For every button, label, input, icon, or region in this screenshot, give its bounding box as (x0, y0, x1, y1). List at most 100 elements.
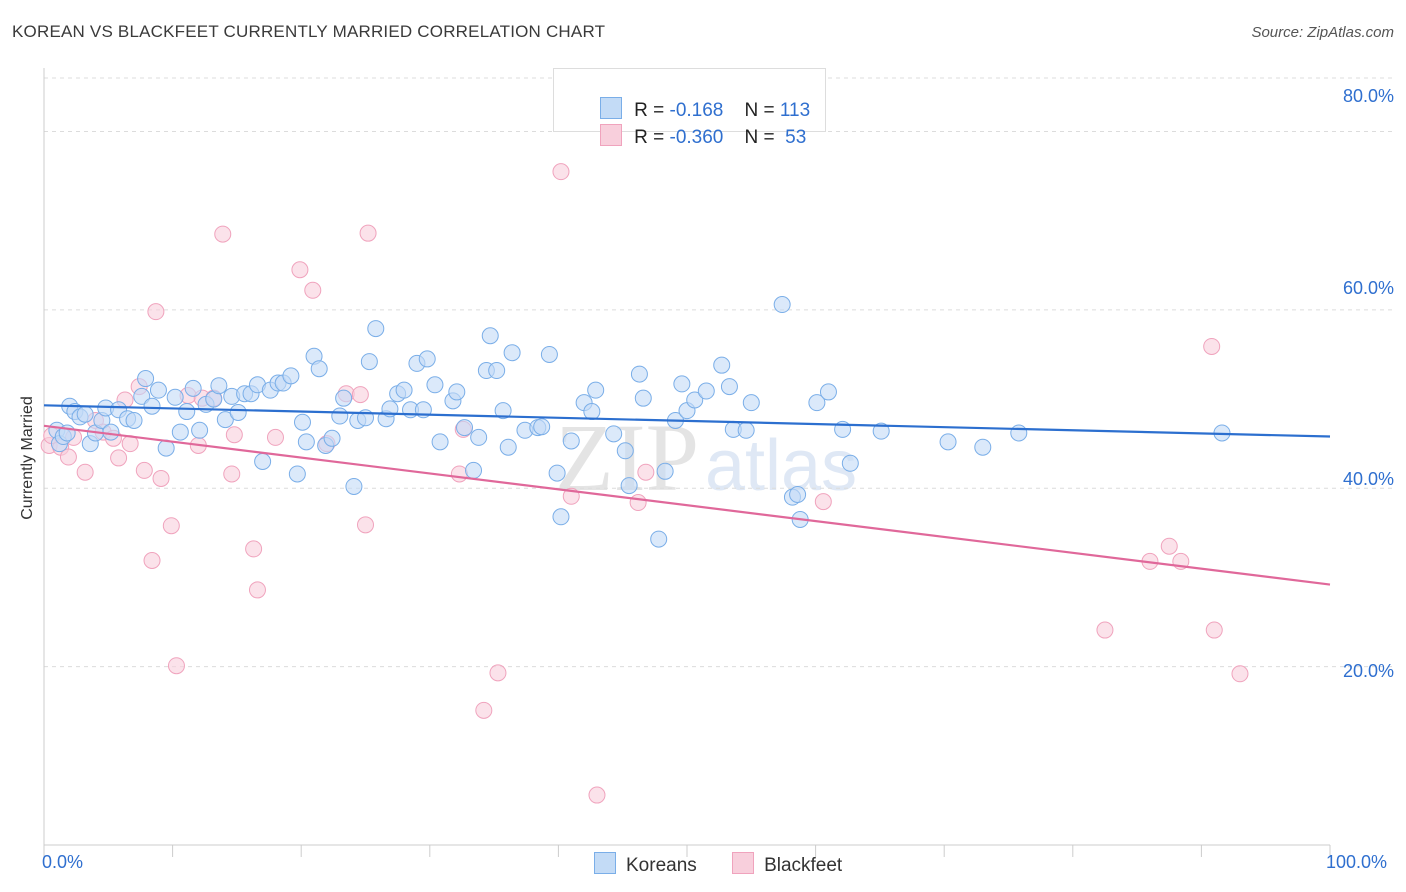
korean-point[interactable] (503, 344, 521, 362)
korean-point[interactable] (184, 379, 202, 397)
korean-point[interactable] (76, 405, 94, 423)
korean-point[interactable] (673, 375, 691, 393)
korean-point[interactable] (133, 387, 151, 405)
korean-point[interactable] (488, 362, 506, 380)
korean-point[interactable] (540, 345, 558, 363)
korean-point[interactable] (360, 353, 378, 371)
korean-point[interactable] (216, 411, 234, 429)
korean-point[interactable] (149, 381, 167, 399)
blackfeet-point[interactable] (225, 426, 243, 444)
korean-point[interactable] (686, 391, 704, 409)
korean-point[interactable] (808, 394, 826, 412)
korean-point[interactable] (630, 365, 648, 383)
korean-point[interactable] (331, 407, 349, 425)
blackfeet-point[interactable] (1096, 621, 1114, 639)
korean-point[interactable] (939, 433, 957, 451)
korean-point[interactable] (819, 383, 837, 401)
blackfeet-point[interactable] (110, 449, 128, 467)
korean-point[interactable] (789, 485, 807, 503)
blackfeet-point[interactable] (152, 469, 170, 487)
korean-point[interactable] (125, 411, 143, 429)
blackfeet-point[interactable] (76, 463, 94, 481)
blackfeet-point[interactable] (450, 465, 468, 483)
korean-point[interactable] (282, 367, 300, 385)
blackfeet-point[interactable] (162, 517, 180, 535)
blackfeet-point[interactable] (637, 463, 655, 481)
blackfeet-point[interactable] (814, 493, 832, 511)
korean-point[interactable] (841, 454, 859, 472)
korean-point[interactable] (1010, 424, 1028, 442)
korean-point[interactable] (562, 432, 580, 450)
korean-point[interactable] (323, 429, 341, 447)
blackfeet-point[interactable] (143, 551, 161, 569)
korean-point[interactable] (552, 508, 570, 526)
korean-point[interactable] (288, 465, 306, 483)
blackfeet-point[interactable] (1203, 337, 1221, 355)
blackfeet-point[interactable] (167, 657, 185, 675)
korean-point[interactable] (210, 377, 228, 395)
korean-point[interactable] (713, 356, 731, 374)
korean-point[interactable] (465, 461, 483, 479)
blackfeet-point[interactable] (135, 461, 153, 479)
korean-point[interactable] (605, 425, 623, 443)
blackfeet-point[interactable] (357, 516, 374, 534)
blackfeet-point[interactable] (248, 581, 266, 599)
korean-point[interactable] (254, 453, 272, 470)
blackfeet-point[interactable] (552, 163, 570, 181)
korean-point[interactable] (426, 376, 444, 394)
korean-point[interactable] (345, 477, 363, 495)
korean-point[interactable] (137, 370, 155, 388)
blackfeet-point[interactable] (1205, 621, 1223, 639)
korean-point[interactable] (395, 381, 413, 399)
korean-point[interactable] (656, 462, 674, 480)
korean-point[interactable] (494, 402, 512, 420)
korean-point[interactable] (773, 296, 791, 314)
korean-point[interactable] (720, 378, 738, 396)
blackfeet-point[interactable] (245, 540, 263, 558)
korean-point[interactable] (620, 477, 638, 495)
korean-point[interactable] (229, 403, 247, 421)
blackfeet-point[interactable] (1160, 537, 1178, 555)
korean-point[interactable] (697, 382, 715, 400)
korean-point[interactable] (742, 394, 760, 412)
blackfeet-point[interactable] (1231, 665, 1249, 683)
korean-point[interactable] (310, 360, 328, 378)
blackfeet-point[interactable] (588, 786, 606, 804)
korean-point[interactable] (587, 381, 605, 399)
blackfeet-point[interactable] (489, 664, 507, 682)
korean-point[interactable] (143, 397, 161, 415)
korean-point[interactable] (367, 320, 385, 338)
korean-point[interactable] (634, 389, 652, 407)
korean-point[interactable] (178, 403, 196, 421)
korean-point[interactable] (293, 413, 311, 431)
blackfeet-point[interactable] (304, 281, 322, 299)
korean-point[interactable] (974, 438, 992, 456)
korean-point[interactable] (481, 327, 499, 345)
blackfeet-point[interactable] (359, 224, 377, 242)
korean-point[interactable] (737, 421, 755, 439)
korean-point[interactable] (616, 442, 634, 460)
korean-point[interactable] (418, 350, 436, 368)
blackfeet-point[interactable] (266, 428, 284, 446)
korean-point[interactable] (171, 423, 189, 441)
blackfeet-point[interactable] (475, 701, 493, 719)
blackfeet-point[interactable] (223, 465, 241, 483)
korean-point[interactable] (548, 464, 566, 482)
korean-point[interactable] (650, 530, 668, 548)
blackfeet-point[interactable] (629, 494, 647, 512)
korean-point[interactable] (448, 383, 466, 401)
korean-point[interactable] (102, 423, 120, 441)
korean-point[interactable] (533, 418, 551, 436)
korean-point[interactable] (583, 403, 601, 421)
korean-point[interactable] (431, 433, 449, 451)
korean-point[interactable] (297, 433, 315, 451)
korean-point[interactable] (456, 419, 474, 437)
korean-point[interactable] (872, 422, 890, 440)
korean-point[interactable] (470, 428, 488, 446)
korean-point[interactable] (335, 389, 353, 407)
korean-point[interactable] (499, 438, 517, 456)
blackfeet-point[interactable] (59, 448, 77, 466)
legend-item-blackfeet[interactable]: Blackfeet (732, 852, 842, 877)
korean-point[interactable] (166, 388, 184, 406)
blackfeet-point[interactable] (351, 386, 369, 404)
